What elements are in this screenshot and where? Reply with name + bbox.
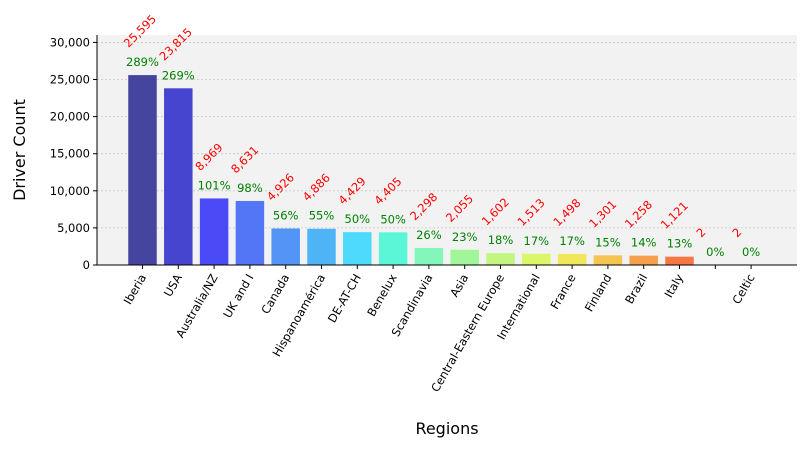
- bar: [522, 253, 551, 265]
- bar: [164, 88, 193, 265]
- x-tick-label: Benelux: [364, 271, 400, 319]
- y-tick-label: 15,000: [50, 147, 90, 161]
- x-tick-label: France: [547, 272, 578, 312]
- bars: [128, 75, 766, 265]
- bar: [271, 228, 300, 265]
- x-tick-label: UK and I: [220, 272, 256, 321]
- percent-label: 26%: [416, 228, 442, 242]
- bar: [235, 200, 265, 265]
- percent-label: 23%: [452, 230, 478, 244]
- bar: [557, 253, 587, 265]
- bar: [414, 247, 444, 265]
- bar: [450, 249, 479, 265]
- percent-label: 50%: [380, 212, 406, 226]
- y-tick-label: 20,000: [50, 110, 90, 124]
- y-tick-label: 25,000: [50, 73, 90, 87]
- percent-label: 0%: [742, 245, 760, 259]
- bar: [378, 232, 408, 265]
- bar: [199, 198, 229, 265]
- bar: [629, 255, 658, 265]
- x-tick-label: Brazil: [622, 272, 650, 307]
- y-tick-label: 5,000: [57, 221, 90, 235]
- percent-label: 55%: [309, 209, 335, 223]
- percent-label: 101%: [198, 178, 231, 192]
- y-tick-label: 10,000: [50, 184, 90, 198]
- bar: [593, 255, 623, 265]
- percent-label: 269%: [162, 68, 195, 82]
- bar: [486, 253, 515, 265]
- percent-label: 50%: [345, 212, 371, 226]
- y-axis-title: Driver Count: [10, 99, 29, 201]
- y-tick-label: 0: [83, 258, 90, 272]
- percent-label: 17%: [559, 234, 585, 248]
- bar: [128, 75, 157, 265]
- percent-label: 98%: [237, 181, 263, 195]
- bar: [665, 256, 694, 265]
- x-axis-title: Regions: [415, 419, 478, 438]
- percent-label: 15%: [595, 235, 621, 249]
- percent-label: 13%: [667, 237, 693, 251]
- x-tick-label: USA: [161, 271, 185, 299]
- percent-label: 18%: [488, 233, 514, 247]
- y-axis-ticks: 0 5,000 10,000 15,000 20,000 25,000 30,000: [50, 35, 97, 272]
- x-tick-label: DE-AT-CH: [325, 272, 364, 326]
- percent-label: 14%: [631, 236, 657, 250]
- x-tick-label: Celtic: [729, 272, 757, 307]
- x-tick-label: Finland: [582, 272, 615, 315]
- x-tick-label: Iberia: [121, 272, 149, 307]
- percent-label: 17%: [524, 234, 550, 248]
- bar: [307, 228, 336, 265]
- bar: [343, 232, 372, 265]
- x-tick-label: Canada: [258, 272, 292, 317]
- percent-label: 0%: [706, 245, 724, 259]
- x-tick-label: Asia: [447, 272, 471, 300]
- y-tick-label: 30,000: [50, 35, 90, 49]
- x-tick-label: Italy: [661, 271, 686, 300]
- percent-label: 56%: [273, 208, 299, 222]
- percent-label: 289%: [126, 55, 159, 69]
